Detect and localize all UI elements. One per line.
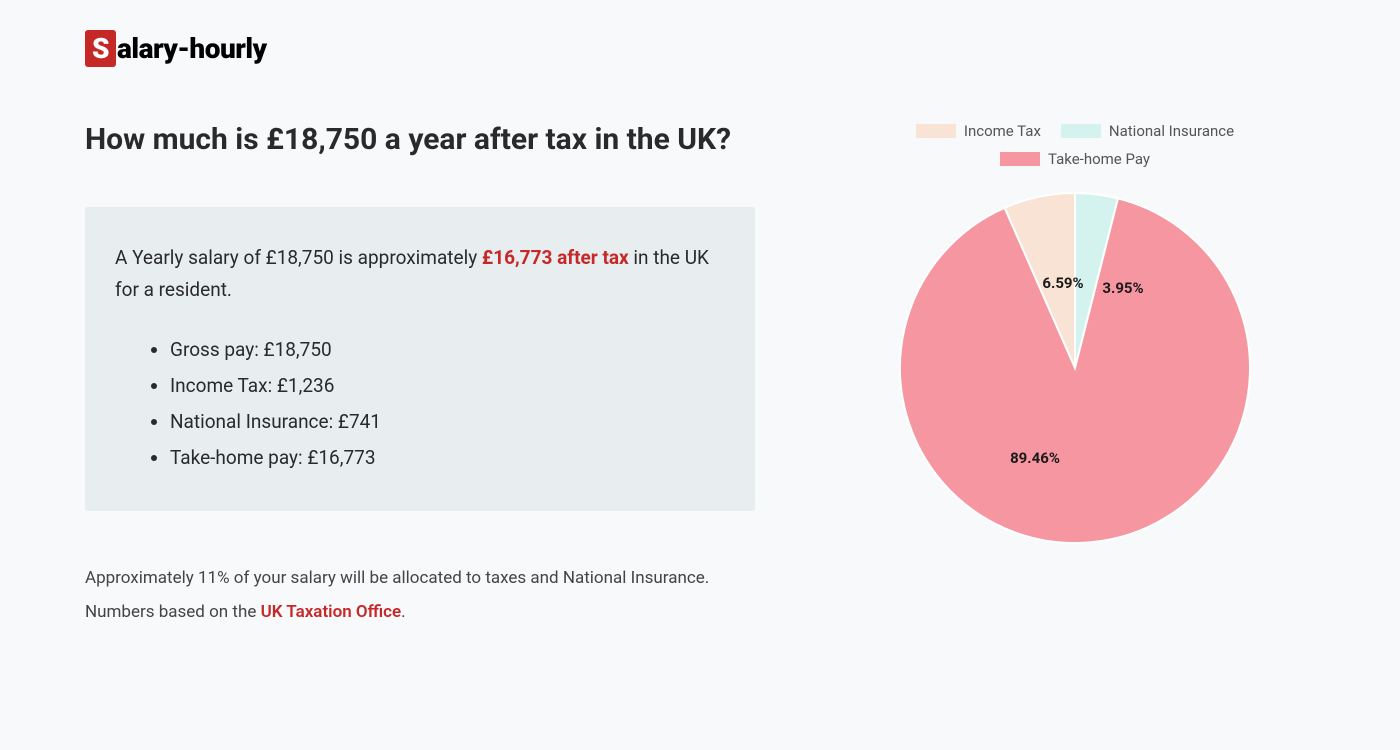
list-item: Income Tax: £1,236	[170, 368, 725, 404]
pie-svg	[895, 188, 1255, 548]
legend-item-income-tax: Income Tax	[916, 122, 1041, 140]
list-item: National Insurance: £741	[170, 404, 725, 440]
swatch-take-home	[1000, 152, 1040, 166]
taxation-office-link[interactable]: UK Taxation Office	[261, 602, 402, 622]
legend-item-national-insurance: National Insurance	[1061, 122, 1234, 140]
pie-label-national-ins: 3.95%	[1102, 279, 1143, 297]
list-item: Take-home pay: £16,773	[170, 440, 725, 476]
swatch-income-tax	[916, 124, 956, 138]
pie-label-take-home: 89.46%	[1010, 449, 1060, 467]
footer-line2-suffix: .	[401, 602, 405, 622]
legend-item-take-home: Take-home Pay	[1000, 150, 1150, 168]
footer-line1: Approximately 11% of your salary will be…	[85, 568, 709, 588]
logo: Salary-hourly	[85, 30, 1315, 67]
summary-highlight: £16,773 after tax	[482, 246, 629, 269]
logo-s-box: S	[85, 30, 116, 67]
legend-label: Income Tax	[964, 122, 1041, 140]
content-row: How much is £18,750 a year after tax in …	[85, 122, 1315, 629]
list-item: Gross pay: £18,750	[170, 332, 725, 368]
footer-line2-prefix: Numbers based on the	[85, 602, 261, 622]
right-column: Income Tax National Insurance Take-home …	[835, 122, 1315, 629]
swatch-national-insurance	[1061, 124, 1101, 138]
left-column: How much is £18,750 a year after tax in …	[85, 122, 755, 629]
breakdown-list: Gross pay: £18,750 Income Tax: £1,236 Na…	[115, 332, 725, 476]
summary-box: A Yearly salary of £18,750 is approximat…	[85, 207, 755, 511]
pie-chart: 6.59% 3.95% 89.46%	[895, 188, 1255, 548]
summary-prefix: A Yearly salary of £18,750 is approximat…	[115, 246, 482, 269]
summary-text: A Yearly salary of £18,750 is approximat…	[115, 242, 725, 307]
chart-legend: Income Tax National Insurance Take-home …	[885, 122, 1265, 168]
pie-label-income-tax: 6.59%	[1042, 274, 1083, 292]
page-title: How much is £18,750 a year after tax in …	[85, 122, 755, 157]
logo-rest: alary-hourly	[117, 32, 267, 65]
legend-label: Take-home Pay	[1048, 150, 1150, 168]
footer-text: Approximately 11% of your salary will be…	[85, 561, 755, 629]
legend-label: National Insurance	[1109, 122, 1234, 140]
